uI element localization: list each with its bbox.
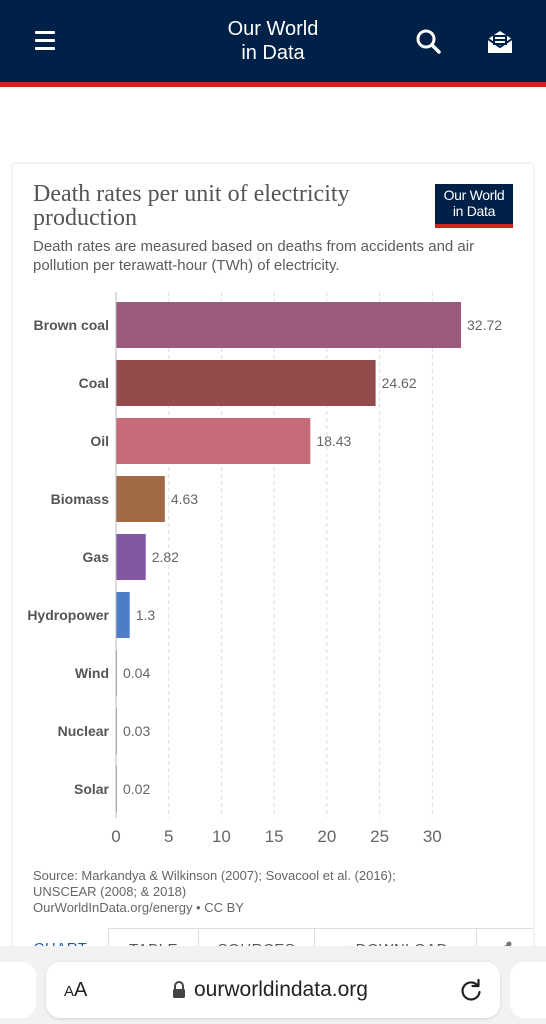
hamburger-menu-icon[interactable]: [30, 27, 60, 55]
source-line-3: OurWorldInData.org/energy • CC BY: [33, 900, 244, 915]
owid-logo[interactable]: Our World in Data: [435, 184, 513, 228]
newsletter-envelope-icon[interactable]: [484, 27, 516, 57]
bar: [116, 592, 130, 638]
value-label: 0.03: [123, 723, 150, 739]
lock-icon: [172, 981, 186, 999]
bar-chart: 0 5 10 15 20 25 30 Brown coal 32.72 Coal 24.62 Oil 1…: [27, 292, 502, 846]
x-tick-label: 25: [370, 827, 389, 846]
value-label: 24.62: [382, 375, 417, 391]
category-label: Gas: [83, 549, 110, 565]
bar: [116, 418, 311, 464]
x-tick-label: 30: [423, 827, 442, 846]
x-tick-label: 15: [265, 827, 284, 846]
x-tick-label: 20: [317, 827, 336, 846]
bar: [116, 360, 376, 406]
header-accent-line: [0, 82, 546, 87]
logo-line-2: in Data: [452, 203, 496, 219]
bar: [116, 534, 146, 580]
category-label: Biomass: [51, 491, 110, 507]
brand-line-2: in Data: [241, 42, 305, 64]
reload-icon[interactable]: [458, 978, 484, 1004]
value-label: 18.43: [316, 433, 351, 449]
chart-title: Death rates per unit of electricity prod…: [33, 181, 350, 231]
x-tick-label: 5: [164, 827, 173, 846]
value-label: 0.02: [123, 781, 150, 797]
category-label: Oil: [90, 433, 109, 449]
category-label: Coal: [79, 375, 109, 391]
category-label: Wind: [75, 665, 109, 681]
chart-source: Source: Markandya & Wilkinson (2007); So…: [33, 868, 473, 916]
bar: [116, 476, 165, 522]
url-text: ourworldindata.org: [194, 978, 368, 1001]
x-tick-label: 10: [212, 827, 231, 846]
brand-line-1: Our World: [227, 18, 319, 40]
text-size-small-a: A: [64, 983, 75, 1000]
previous-tab-preview[interactable]: [0, 962, 36, 1018]
source-line-1: Source: Markandya & Wilkinson (2007); So…: [33, 868, 396, 883]
x-tick-label: 0: [111, 827, 120, 846]
chart-card: Death rates per unit of electricity prod…: [13, 164, 533, 968]
chart-subtitle: Death rates are measured based on deaths…: [33, 238, 475, 274]
value-label: 2.82: [152, 549, 179, 565]
category-label: Brown coal: [34, 317, 109, 333]
bar: [116, 302, 461, 348]
category-label: Nuclear: [58, 723, 110, 739]
site-logo[interactable]: Our World in Data: [173, 17, 373, 65]
category-label: Hydropower: [27, 607, 109, 623]
category-label: Solar: [74, 781, 110, 797]
address-bar[interactable]: AA ourworldindata.org: [46, 962, 500, 1018]
value-label: 32.72: [467, 317, 502, 333]
value-label: 1.3: [136, 607, 156, 623]
text-size-large-a: A: [74, 979, 88, 1001]
value-label: 4.63: [171, 491, 198, 507]
source-line-2: UNSCEAR (2008; & 2018): [33, 884, 187, 899]
text-size-button[interactable]: AA: [64, 979, 87, 1002]
next-tab-preview[interactable]: [510, 962, 546, 1018]
site-header: Our World in Data: [0, 0, 546, 82]
search-icon[interactable]: [414, 27, 444, 57]
logo-line-1: Our World: [443, 187, 505, 203]
value-label: 0.04: [123, 665, 150, 681]
browser-toolbar: AA ourworldindata.org: [0, 946, 546, 1024]
